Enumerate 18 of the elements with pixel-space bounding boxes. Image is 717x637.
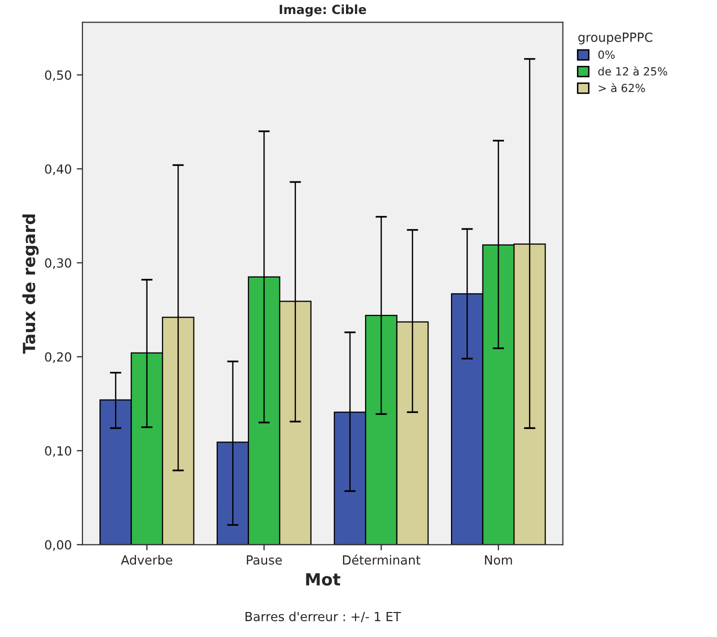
legend-label: > à 62% xyxy=(598,83,645,92)
legend-label: 0% xyxy=(598,50,615,59)
x-tick-label: Adverbe xyxy=(120,555,172,565)
x-tick-label: Déterminant xyxy=(343,554,420,565)
x-tick-label: Nom xyxy=(485,555,512,565)
y-tick-label: 0,10 xyxy=(45,446,72,457)
text: Barres d'erreur : +/- 1 ET xyxy=(246,612,401,622)
y-tick-label: 0,50 xyxy=(45,70,72,82)
legend-label: de 12 à 25% xyxy=(598,66,668,76)
x-axis-title: Mot xyxy=(306,573,340,586)
x-tick-label: Pause xyxy=(246,555,282,565)
chart-title: Image: Cible xyxy=(280,4,366,17)
legend-title: groupePPPC xyxy=(578,32,652,44)
y-tick-label: 0,40 xyxy=(45,164,72,176)
y-tick-label: 0,30 xyxy=(45,258,72,269)
y-tick-label: 0,20 xyxy=(45,352,72,363)
y-axis-title: Taux de regard xyxy=(22,214,39,354)
y-tick-label: 0,00 xyxy=(45,540,72,551)
